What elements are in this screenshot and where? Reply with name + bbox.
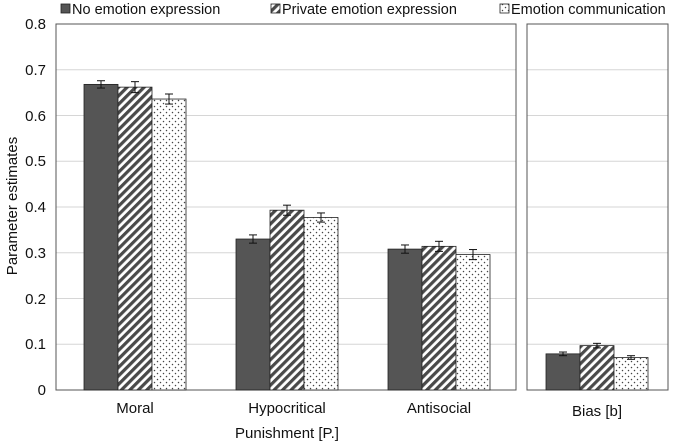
bar-hypocritical-series-2 <box>303 217 339 391</box>
bar-bias-b-series-1 <box>579 345 615 391</box>
y-tick-1: 0.1 <box>25 336 46 353</box>
bar-bias-b-series-0 <box>545 353 581 391</box>
y-axis-title: Parameter estimates <box>4 137 21 275</box>
legend-swatch-communication <box>499 3 510 14</box>
legend-label-communication: Emotion communication <box>511 2 666 18</box>
x-tick-moral: Moral <box>116 400 154 417</box>
y-tick-0: 0 <box>38 382 46 399</box>
y-tick-4: 0.4 <box>25 199 46 216</box>
y-tick-labels: 0 0.1 0.2 0.3 0.4 0.5 0.6 0.7 0.8 <box>25 16 46 399</box>
legend: No emotion expression Private emotion ex… <box>60 2 666 18</box>
bar-antisocial-series-0 <box>387 248 423 391</box>
bar-hypocritical-series-0 <box>235 238 271 391</box>
bar-bias-b-series-2 <box>613 357 649 391</box>
legend-swatch-no-emotion <box>60 3 71 14</box>
bar-antisocial-series-2 <box>455 254 491 391</box>
bar-hypocritical-series-1 <box>269 209 305 391</box>
bars <box>83 80 649 391</box>
legend-label-private-expression: Private emotion expression <box>282 2 457 18</box>
x-tick-bias: Bias [b] <box>572 403 622 420</box>
y-tick-2: 0.2 <box>25 291 46 308</box>
bar-antisocial-series-1 <box>421 245 457 391</box>
x-tick-hypocritical: Hypocritical <box>248 400 326 417</box>
bar-moral-series-0 <box>83 83 119 391</box>
x-tick-antisocial: Antisocial <box>407 400 471 417</box>
y-tick-8: 0.8 <box>25 16 46 33</box>
bar-moral-series-1 <box>117 86 153 391</box>
y-tick-7: 0.7 <box>25 62 46 79</box>
x-tick-labels: Moral Hypocritical Antisocial Bias [b] <box>116 400 622 420</box>
y-tick-6: 0.6 <box>25 108 46 125</box>
x-axis-title: Punishment [P.] <box>235 425 339 442</box>
bar-moral-series-2 <box>151 98 187 391</box>
y-tick-3: 0.3 <box>25 245 46 262</box>
legend-swatch-private-expression <box>270 3 281 14</box>
y-tick-5: 0.5 <box>25 153 46 170</box>
legend-label-no-emotion: No emotion expression <box>72 2 220 18</box>
